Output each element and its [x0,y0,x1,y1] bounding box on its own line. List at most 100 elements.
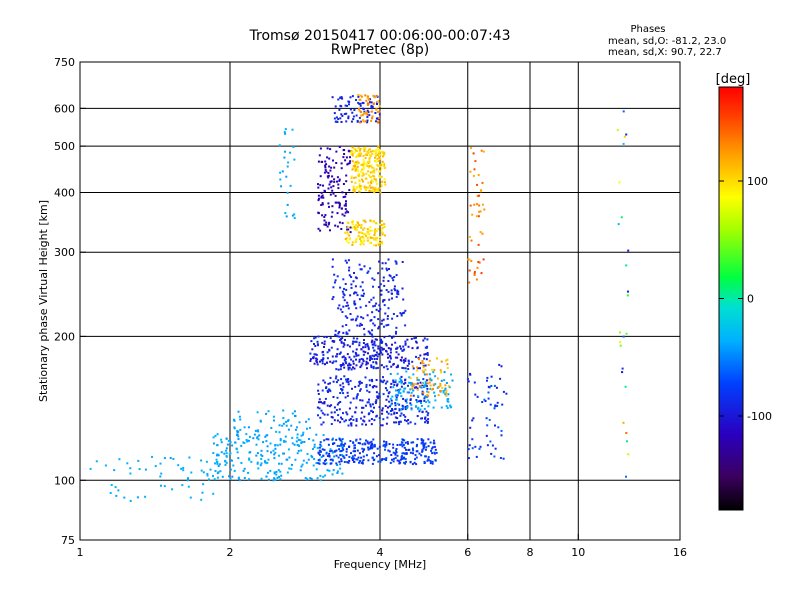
data-point [338,221,341,224]
data-point [387,290,390,293]
data-point [319,479,322,482]
data-point [338,108,341,111]
data-point [373,324,376,327]
data-point [376,157,379,160]
data-point [364,157,367,159]
data-point [382,163,384,166]
data-point [350,176,353,179]
data-point [400,359,403,362]
data-point [392,443,395,446]
data-point [187,477,189,480]
y-tick-label: 750 [54,56,75,69]
data-point [159,462,162,465]
data-point [367,186,370,189]
data-point [396,289,399,292]
data-point [326,413,329,416]
data-point [218,463,221,466]
data-point [336,396,339,399]
data-point [392,335,395,338]
data-point [420,402,422,404]
data-point [420,404,423,407]
data-point [323,346,325,348]
data-point [445,392,448,395]
data-point [365,188,368,191]
data-point [354,450,356,453]
data-point [320,456,323,458]
data-point [300,465,303,468]
data-point [358,116,361,119]
data-point [378,392,381,395]
data-point [413,386,416,389]
data-point [372,187,375,190]
data-point [620,216,623,219]
data-point [371,380,374,383]
data-point [378,151,381,154]
data-point [405,370,408,373]
data-point [473,203,476,206]
data-point [373,443,376,446]
data-point [225,449,227,452]
data-point [409,388,412,391]
data-point [419,399,422,402]
data-point [395,421,398,424]
data-point [317,199,320,202]
data-point [378,156,381,159]
data-point [375,189,378,192]
data-point [346,228,349,231]
data-point [346,104,348,107]
data-point [379,164,382,167]
data-point [317,194,320,197]
data-point [423,460,426,463]
data-point [381,340,384,343]
data-point [383,284,386,287]
data-point [355,348,358,351]
data-point [177,464,180,467]
data-point [416,376,419,379]
data-point [372,361,375,364]
data-point [95,460,98,463]
data-point [321,203,324,206]
data-point [393,287,396,290]
data-point [345,380,348,383]
data-point [350,283,353,286]
data-point [375,302,378,305]
data-point [485,434,488,437]
data-point [359,306,362,309]
data-point [373,220,375,223]
data-point [487,397,490,400]
data-point [404,457,407,460]
data-point [425,401,427,403]
data-point [276,476,279,479]
data-point [354,176,357,179]
data-point [216,462,219,465]
data-point [469,204,472,207]
data-point [369,165,371,167]
data-point [375,399,378,402]
data-point [240,462,243,464]
data-point [340,207,343,210]
data-point [475,215,478,218]
data-point [360,152,363,155]
data-point [346,391,349,394]
data-point [300,441,303,444]
data-point [355,439,358,442]
data-point [415,450,418,453]
data-point [375,154,377,157]
data-point [467,448,470,451]
data-point [439,390,442,392]
data-point [278,475,281,478]
stats-heading: Phases [630,24,665,35]
data-point [257,438,260,441]
data-point [378,155,381,158]
data-point [317,393,320,395]
data-point [315,468,318,471]
data-point [377,101,379,103]
data-point [366,401,369,404]
data-point [358,102,361,105]
data-point [395,393,398,396]
data-point [399,461,402,464]
data-point [364,94,367,97]
data-point [428,401,431,404]
data-point [496,401,499,404]
